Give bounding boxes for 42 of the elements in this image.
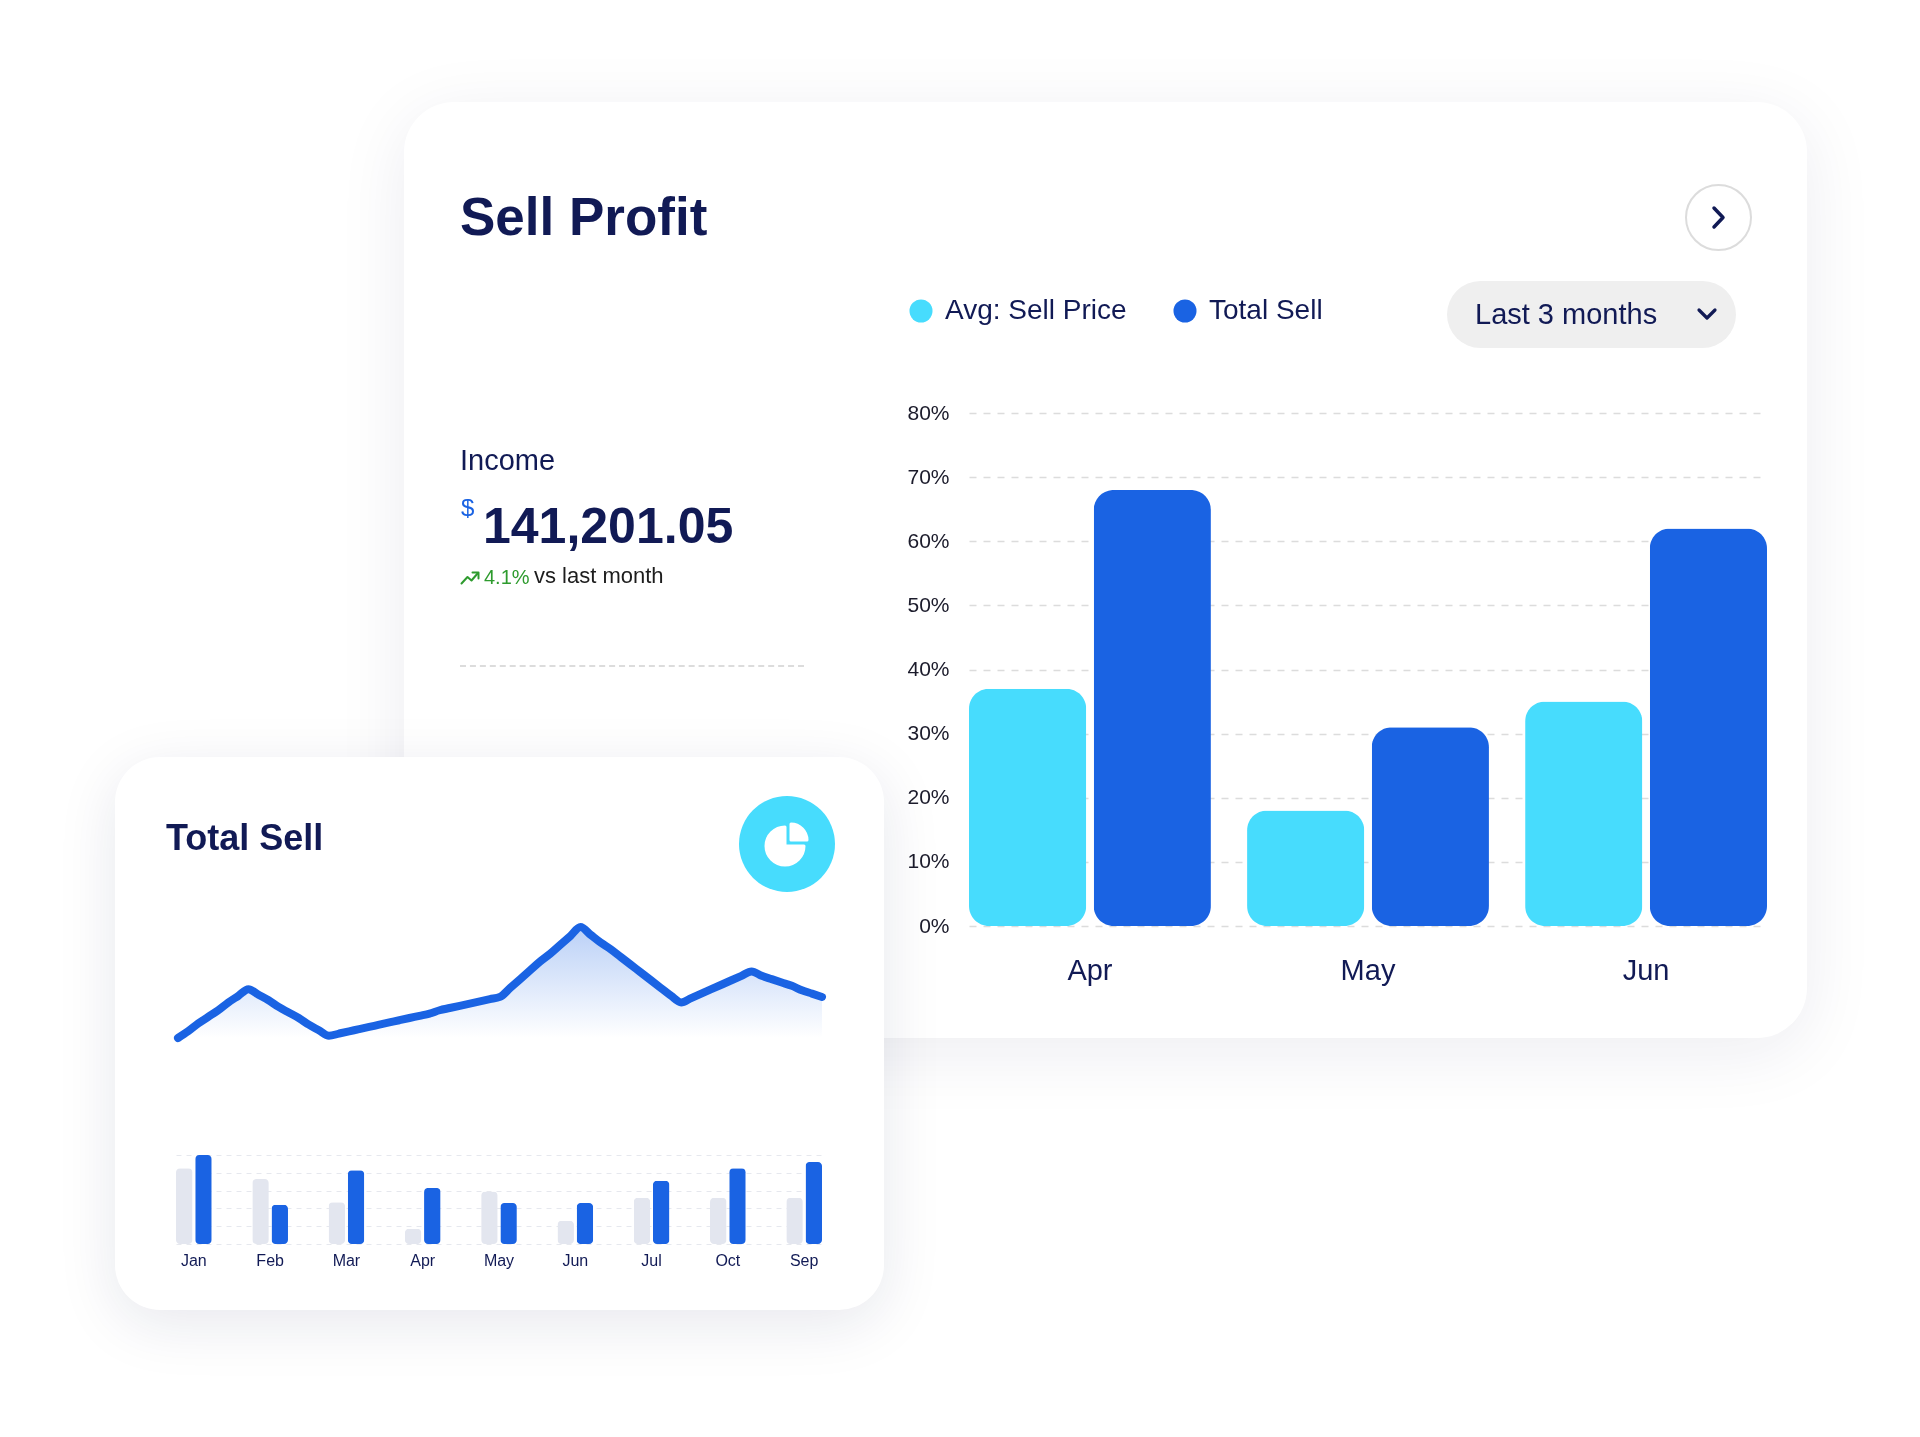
legend-label: Avg: Sell Price — [945, 294, 1127, 325]
bar — [1525, 701, 1643, 926]
y-tick-label: 20% — [907, 785, 950, 809]
y-tick-label: 60% — [907, 528, 950, 552]
bar — [969, 688, 1087, 926]
bar — [347, 1170, 365, 1244]
text: 4.1% — [484, 566, 530, 589]
text: Income — [460, 444, 556, 477]
bar — [576, 1203, 594, 1244]
x-tick-label: Oct — [715, 1251, 741, 1269]
bar — [195, 1155, 212, 1244]
x-tick-label: May — [1340, 953, 1396, 986]
x-tick-label: May — [483, 1251, 515, 1269]
text: vs last month — [534, 563, 664, 589]
text: Last 3 months — [1475, 298, 1658, 331]
text: 141,201.05 — [483, 497, 734, 554]
y-tick-label: 80% — [907, 400, 950, 424]
x-tick-label: Feb — [256, 1251, 285, 1269]
x-tick-label: Apr — [410, 1251, 436, 1269]
legend-label: Total Sell — [1209, 294, 1323, 325]
y-tick-label: 0% — [919, 913, 950, 937]
x-tick-label: Jul — [641, 1251, 662, 1269]
y-tick-label: 10% — [907, 849, 950, 873]
text: $ — [461, 493, 475, 521]
bar — [1649, 528, 1767, 926]
chart-title: Total Sell — [166, 816, 324, 858]
x-tick-label: Apr — [1067, 953, 1113, 986]
bar — [652, 1180, 670, 1244]
y-tick-label: 30% — [907, 721, 950, 745]
x-tick-label: Jun — [562, 1251, 589, 1269]
bar — [805, 1162, 822, 1244]
y-tick-label: 50% — [907, 592, 950, 616]
bar — [1093, 489, 1211, 926]
bar — [1371, 727, 1489, 926]
y-tick-label: 70% — [907, 464, 950, 488]
chart-title: Sell Profit — [460, 187, 708, 247]
x-tick-label: Sep — [789, 1251, 819, 1269]
y-tick-label: 40% — [907, 657, 950, 680]
x-tick-label: Jan — [180, 1251, 207, 1269]
bar — [1247, 810, 1365, 926]
x-tick-label: Jun — [1622, 953, 1670, 986]
x-tick-label: Mar — [332, 1251, 361, 1269]
